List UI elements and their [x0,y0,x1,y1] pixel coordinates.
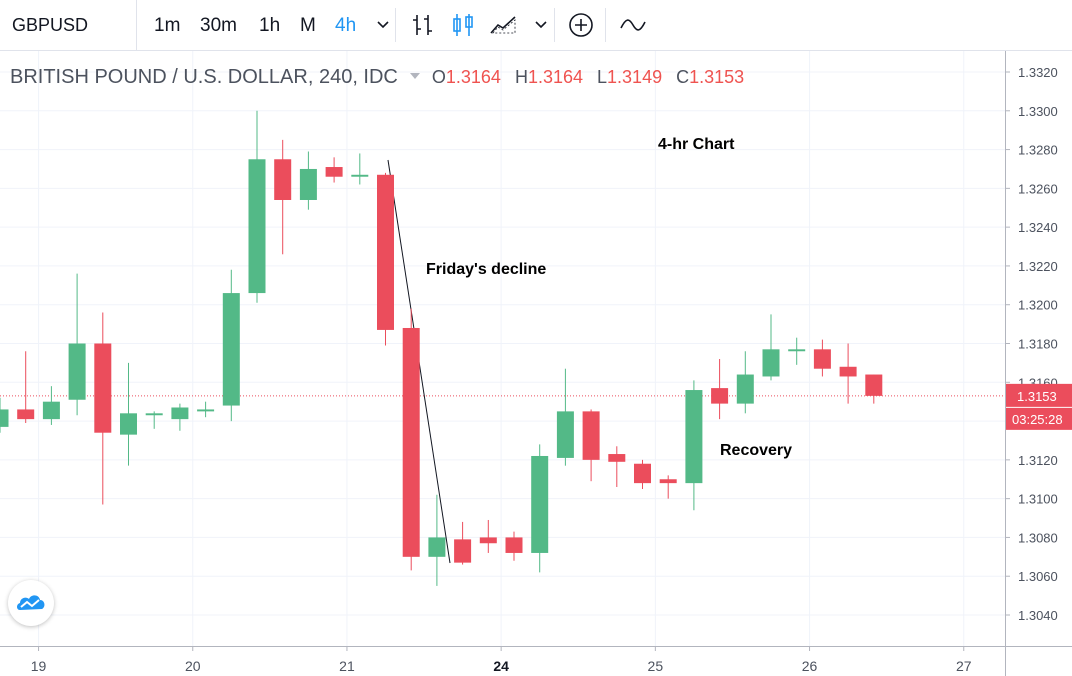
close-value: 1.3153 [689,67,745,87]
bar-countdown-label: 03:25:28 [1012,412,1063,427]
symbol-label: GBPUSD [12,15,89,35]
candle-body-up[interactable] [171,407,189,420]
toolbar-divider [395,8,396,42]
high-label: H [514,67,528,87]
time-tick-label: 21 [339,658,355,674]
candlestick-chart[interactable]: 1.30401.30601.30801.31001.31201.31401.31… [0,51,1072,676]
symbol-search-button[interactable]: GBPUSD [0,0,137,50]
candle-body-down[interactable] [17,409,35,420]
toolbar-divider [605,8,606,42]
candle-body-down[interactable] [505,537,523,553]
candle-body-down[interactable] [377,174,394,330]
candle-body-up[interactable] [736,374,754,404]
time-tick-label: 25 [648,658,664,674]
open-value: 1.3164 [445,67,501,87]
price-tick-label: 1.3320 [1018,65,1058,80]
last-price-tag-label: 1.3153 [1017,389,1057,404]
bars-chart-type-icon[interactable] [408,10,438,40]
add-indicator-plus-icon[interactable] [566,10,596,40]
time-tick-label: 27 [956,658,972,674]
toolbar-divider [554,8,555,42]
price-tick-label: 1.3080 [1018,530,1058,545]
price-tick-label: 1.3120 [1018,453,1058,468]
tradingview-logo[interactable] [8,580,54,626]
chart-type-dropdown-chevron-icon[interactable] [526,10,556,40]
price-tick-label: 1.3220 [1018,259,1058,274]
high-value: 1.3164 [527,67,584,87]
candle-body-up[interactable] [531,455,549,553]
candle-body-up[interactable] [428,537,446,557]
timeframe-1h-button[interactable]: 1h [259,15,281,36]
candle-body-up[interactable] [788,349,806,352]
candle-body-down[interactable] [94,343,112,433]
candle-body-up[interactable] [222,293,240,406]
candle-body-up[interactable] [42,401,60,420]
bar-countdown-tag [1006,407,1072,430]
price-tick-label: 1.3240 [1018,220,1058,235]
top-toolbar: GBPUSD 1m 30m 1h M 4h [0,0,1072,51]
price-tick-label: 1.3260 [1018,181,1058,196]
candle-body-down[interactable] [813,349,831,369]
price-tick-label: 1.3180 [1018,337,1058,352]
candle-body-up[interactable] [762,349,780,377]
time-tick-label: 19 [31,658,47,674]
price-tick-label: 1.3300 [1018,104,1058,119]
candle-body-down[interactable] [479,537,497,544]
timeframe-30m-button[interactable]: 30m [200,15,237,36]
time-tick-label: 24 [493,658,509,674]
area-chart-type-icon[interactable] [488,10,518,40]
candle-body-up[interactable] [299,168,317,200]
legend-collapse-arrow-icon[interactable] [409,73,420,80]
timeframe-m-button[interactable]: M [300,15,316,36]
price-tick-label: 1.3060 [1018,569,1058,584]
candle-body-up[interactable] [556,411,574,458]
last-price-tag [1006,383,1072,407]
candle-body-up[interactable] [685,390,703,484]
candle-body-down[interactable] [608,454,626,462]
time-tick-label: 20 [185,658,201,674]
instrument-title: BRITISH POUND / U.S. DOLLAR, 240, IDC [10,66,398,88]
compare-wave-icon[interactable] [618,10,648,40]
candle-body-down[interactable] [839,366,857,377]
candle-body-up[interactable] [0,409,9,427]
candle-body-up[interactable] [145,413,163,416]
candle-body-up[interactable] [120,413,137,435]
time-tick-label: 26 [802,658,818,674]
annotation-recovery: Recovery [720,442,793,459]
candle-body-down[interactable] [634,463,651,484]
candle-body-down[interactable] [325,167,343,177]
candle-body-down[interactable] [711,388,729,404]
cloud-logo-icon [17,595,45,610]
price-tick-label: 1.3280 [1018,143,1058,158]
candle-body-down[interactable] [582,411,600,460]
timeframe-dropdown-chevron-icon[interactable] [368,10,398,40]
candle-body-down[interactable] [865,374,883,396]
candle-body-up[interactable] [248,159,266,294]
chart-legend: BRITISH POUND / U.S. DOLLAR, 240, IDC O1.… [10,66,744,89]
price-tick-label: 1.3040 [1018,608,1058,623]
open-label: O [431,67,446,87]
low-value: 1.3149 [607,67,663,87]
candle-body-up[interactable] [351,174,369,177]
price-tick-label: 1.3100 [1018,492,1058,507]
annotation-fridays-decline: Friday's decline [426,261,547,278]
low-label: L [597,67,608,87]
candle-body-up[interactable] [197,409,215,412]
candles-chart-type-icon[interactable] [448,10,478,40]
candle-body-up[interactable] [68,343,86,400]
candle-body-down[interactable] [402,327,420,557]
timeframe-4h-button[interactable]: 4h [335,15,357,36]
close-label: C [676,67,690,87]
candle-body-down[interactable] [454,539,472,563]
price-tick-label: 1.3200 [1018,298,1058,313]
candle-body-down[interactable] [659,479,677,484]
timeframe-1m-button[interactable]: 1m [154,15,181,36]
chart-annotation-4hr: 4-hr Chart [658,136,735,153]
candle-body-down[interactable] [274,159,292,200]
